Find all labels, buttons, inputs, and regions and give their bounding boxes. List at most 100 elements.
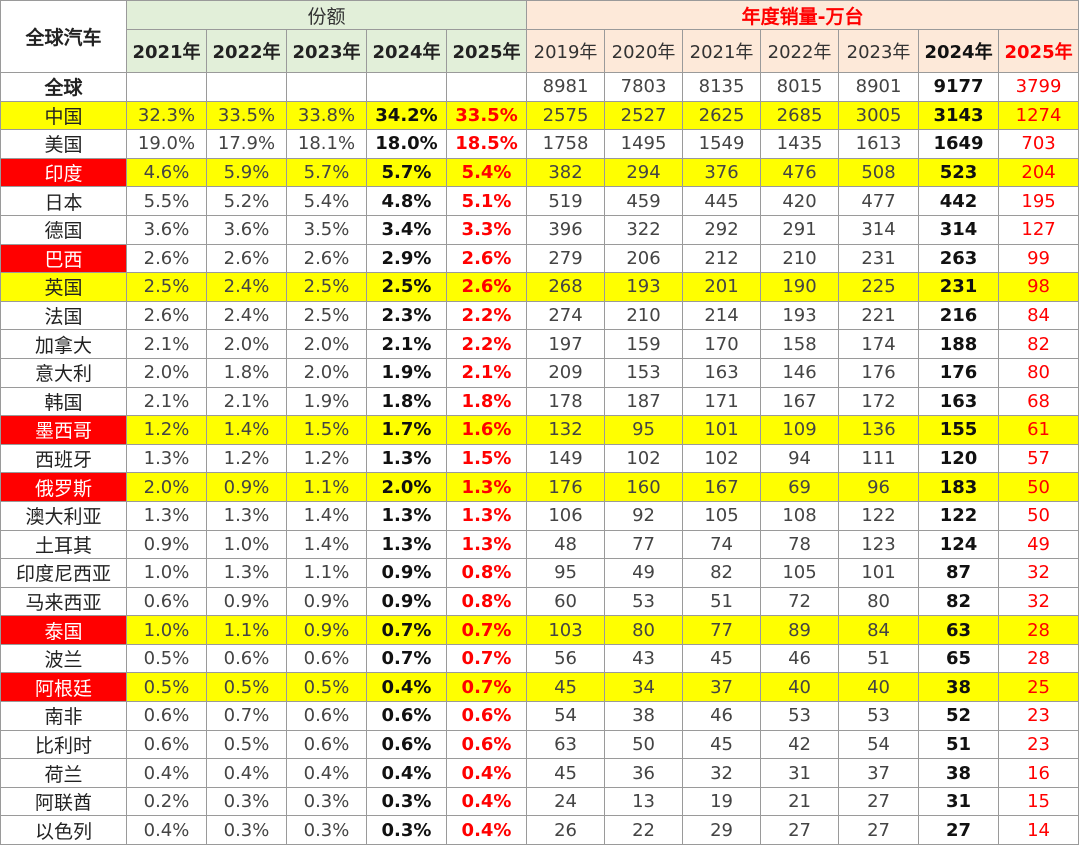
sales-cell: 127 [998,214,1080,245]
share-cell: 0.6% [206,643,287,674]
sales-cell: 106 [526,500,606,531]
share-cell: 0.6% [126,586,207,617]
country-label: 荷兰 [0,758,127,788]
sales-year-header: 2023年 [838,29,920,73]
sales-cell: 122 [918,500,1000,531]
share-cell: 0.6% [286,701,367,731]
share-cell: 4.8% [366,186,447,216]
sales-cell: 50 [998,472,1080,502]
share-year-header: 2024年 [366,29,447,73]
sales-cell: 292 [682,214,762,245]
table-row: 英国 2.5% 2.4% 2.5% 2.5% 2.6% 268 193 201 190 225 231… [0,272,1080,302]
sales-cell: 84 [838,615,920,645]
sales-cell: 28 [998,615,1080,645]
share-cell: 5.4% [445,157,528,188]
sales-cell: 314 [918,214,1000,245]
sales-cell: 31 [760,758,840,788]
sales-cell: 45 [526,758,606,788]
share-cell: 0.9% [366,558,447,588]
sales-cell: 263 [918,243,1000,274]
sales-cell: 45 [526,672,606,703]
sales-cell: 146 [760,357,840,388]
share-cell: 1.4% [286,529,367,560]
country-label: 意大利 [0,357,127,388]
share-cell: 0.3% [206,786,287,817]
sales-cell: 26 [526,815,606,846]
sales-cell: 102 [604,443,684,474]
share-cell: 0.6% [126,729,207,760]
sales-cell: 27 [838,815,920,846]
sales-cell: 170 [682,329,762,359]
sales-cell: 42 [760,729,840,760]
share-cell: 0.4% [366,672,447,703]
share-cell: 0.5% [286,672,367,703]
share-cell: 1.7% [366,415,447,445]
country-label: 土耳其 [0,529,127,560]
country-label: 巴西 [0,243,127,274]
sales-cell: 61 [998,415,1080,445]
share-cell: 1.8% [366,386,447,417]
share-cell: 3.4% [366,214,447,245]
sales-cell: 2685 [760,100,840,131]
sales-cell: 8981 [526,72,606,102]
table-row: 美国 19.0% 17.9% 18.1% 18.0% 18.5% 1758 1495 1549 1… [0,129,1080,159]
sales-cell: 101 [838,558,920,588]
table-row: 阿根廷 0.5% 0.5% 0.5% 0.4% 0.7% 45 34 37 40 40 38 25 [0,672,1080,703]
sales-cell: 54 [526,701,606,731]
sales-cell: 32 [998,586,1080,617]
share-cell: 0.3% [286,786,367,817]
sales-cell: 52 [918,701,1000,731]
sales-cell: 108 [760,500,840,531]
country-label: 西班牙 [0,443,127,474]
sales-cell: 84 [998,300,1080,331]
sales-cell: 82 [918,586,1000,617]
sales-cell: 3143 [918,100,1000,131]
share-cell [366,72,447,102]
sales-cell: 74 [682,529,762,560]
share-cell: 0.6% [445,729,528,760]
share-cell [445,72,528,102]
share-cell: 2.0% [366,472,447,502]
share-cell: 34.2% [366,100,447,131]
sales-cell: 8015 [760,72,840,102]
share-cell: 32.3% [126,100,207,131]
country-label: 日本 [0,186,127,216]
share-cell: 1.4% [286,500,367,531]
sales-cell: 216 [918,300,1000,331]
country-label: 韩国 [0,386,127,417]
sales-cell: 442 [918,186,1000,216]
share-cell: 0.6% [286,643,367,674]
sales-cell: 396 [526,214,606,245]
sales-cell: 46 [760,643,840,674]
table-row: 意大利 2.0% 1.8% 2.0% 1.9% 2.1% 209 153 163 146 176 17… [0,357,1080,388]
sales-cell: 77 [682,615,762,645]
share-cell: 0.4% [445,786,528,817]
sales-cell: 109 [760,415,840,445]
country-label: 加拿大 [0,329,127,359]
country-label: 澳大利亚 [0,500,127,531]
sales-cell: 459 [604,186,684,216]
sales-cell: 9177 [918,72,1000,102]
sales-cell: 193 [604,272,684,302]
sales-cell: 136 [838,415,920,445]
share-cell: 2.4% [206,300,287,331]
table-row: 南非 0.6% 0.7% 0.6% 0.6% 0.6% 54 38 46 53 53 52 23 [0,701,1080,731]
sales-cell: 1758 [526,129,606,159]
sales-cell: 149 [526,443,606,474]
sales-cell: 95 [604,415,684,445]
share-cell: 2.6% [286,243,367,274]
sales-cell: 37 [682,672,762,703]
share-cell: 0.5% [206,672,287,703]
share-cell: 0.8% [445,586,528,617]
sales-cell: 1649 [918,129,1000,159]
sales-cell: 45 [682,729,762,760]
share-cell: 1.5% [445,443,528,474]
table-row: 土耳其 0.9% 1.0% 1.4% 1.3% 1.3% 48 77 74 78 123 124 49 [0,529,1080,560]
country-label: 阿联酋 [0,786,127,817]
share-cell: 0.5% [126,643,207,674]
sales-cell: 122 [838,500,920,531]
share-cell: 1.0% [126,558,207,588]
sales-cell: 294 [604,157,684,188]
sales-year-header: 2022年 [760,29,840,73]
sales-cell: 291 [760,214,840,245]
